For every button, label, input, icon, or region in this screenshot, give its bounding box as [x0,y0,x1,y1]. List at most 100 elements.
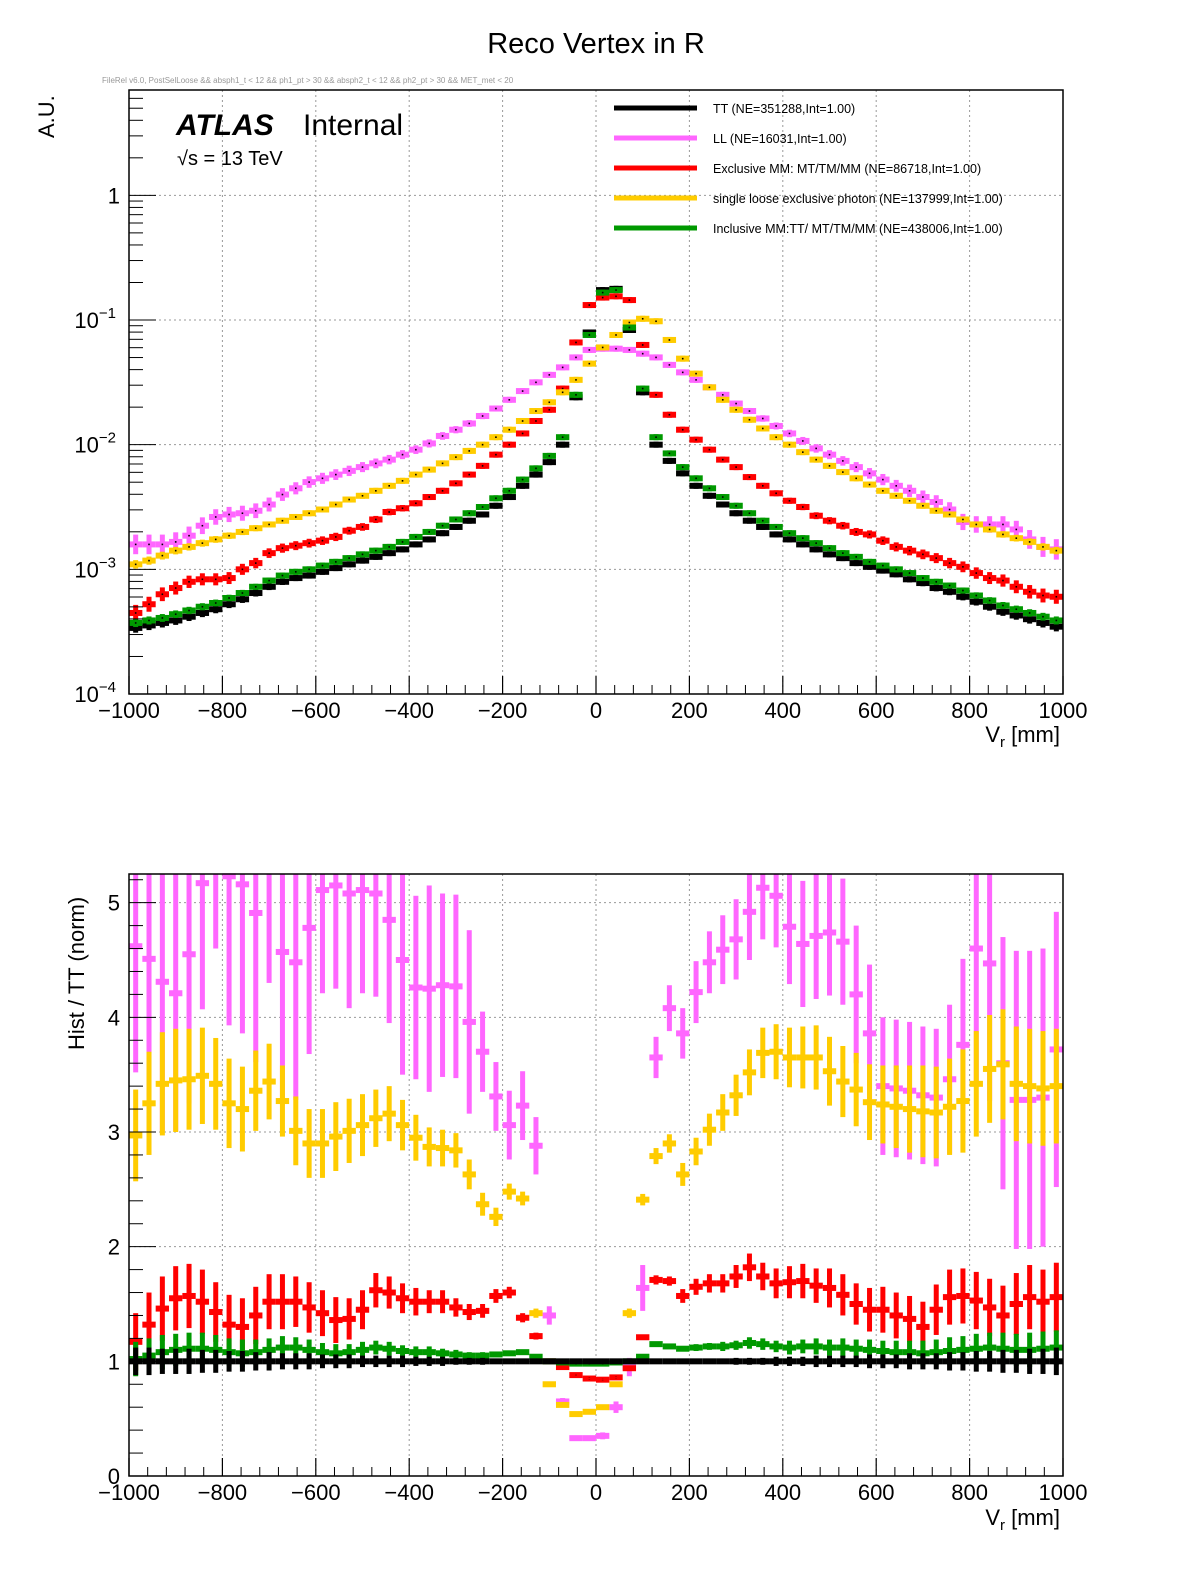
ratio-error-bar [573,1412,579,1416]
ratio-error-bar [1053,1262,1059,1332]
data-point-marker [948,584,951,587]
ratio-error-bar [640,1360,646,1362]
data-point-marker [908,572,911,574]
ratio-error-bar [706,1274,712,1293]
ratio-error-bar [159,1032,165,1136]
data-point-marker [241,531,244,533]
data-point-marker [201,542,204,544]
ratio-error-bar [346,1354,352,1369]
ratio-error-bar [226,1058,232,1149]
ratio-error-bar [226,1351,232,1372]
ratio-error-bar [400,1099,406,1151]
y-tick-label: 5 [108,891,120,916]
data-point-marker [988,577,991,579]
data-point-marker [922,582,924,584]
ratio-error-bar [146,1292,152,1357]
data-point-marker [401,548,404,551]
ratio-error-bar [146,1051,152,1155]
ratio-error-bar [573,1374,579,1376]
ratio-error-bar [706,931,712,994]
data-point-marker [535,420,537,422]
ratio-error-bar [520,1071,526,1141]
data-point-marker [935,501,938,503]
ratio-error-bar [466,1159,472,1190]
ratio-error-bar [266,1352,272,1371]
ratio-error-bar [960,1352,966,1371]
ratio-error-bar [706,1342,712,1350]
data-point-marker [988,605,991,608]
ratio-error-bar [266,1043,272,1120]
ratio-error-bar [600,1379,606,1381]
ratio-error-bar [840,1338,846,1357]
x-tick-label: −600 [291,698,341,723]
ratio-error-bar [800,880,806,1008]
data-point-marker [775,526,777,528]
data-point-marker [1042,594,1044,597]
data-point-marker [935,587,938,589]
ratio-error-bar [333,1344,339,1363]
data-point-marker [375,490,377,492]
data-point-marker [241,592,244,594]
data-point-marker [695,379,697,381]
ratio-error-bar [413,1287,419,1316]
data-point-marker [468,450,471,452]
ratio-error-bar [653,1341,659,1347]
data-point-marker [201,605,204,608]
ratio-error-bar [279,1336,285,1360]
ratio-error-bar [773,1340,779,1353]
data-point-marker [761,526,764,528]
ratio-error-bar [893,1340,899,1364]
ratio-error-bar [907,1295,913,1342]
data-point-marker [228,513,230,516]
data-point-marker [401,453,404,456]
ratio-error-bar [666,1276,672,1286]
ratio-error-bar [933,1066,939,1159]
data-point-marker [761,519,764,522]
data-point-marker [668,339,671,341]
ratio-error-bar [480,1357,486,1365]
ratio-error-bar [533,1332,539,1340]
data-point-marker [948,562,951,564]
data-point-marker [868,472,871,475]
data-point-marker [721,398,724,401]
y-tick-exponent: −4 [99,679,116,696]
data-point-marker [868,561,871,563]
x-tick-label: 1000 [1039,1480,1088,1505]
ratio-error-bar [720,1274,726,1293]
data-point-marker [855,562,857,564]
ratio-error-bar [786,1340,792,1355]
x-tick-label: −400 [384,698,434,723]
data-point-marker [361,553,364,556]
ratio-error-bar [186,874,192,1104]
ratio-error-bar [386,874,392,1024]
ratio-error-bar [1027,1348,1033,1374]
data-point-marker [268,585,270,588]
data-point-marker [548,455,551,457]
ratio-error-bar [186,1028,192,1130]
y-tick-label: 4 [108,1005,120,1030]
data-point-marker [615,289,617,291]
data-point-marker [281,574,284,577]
x-tick-label: −200 [478,1480,528,1505]
ratio-error-bar [933,1353,939,1370]
ratio-error-bar [440,1356,446,1366]
ratio-error-bar [853,925,859,1064]
data-point-marker [655,436,657,438]
ratio-error-bar [600,1432,606,1440]
ratio-error-bar [346,1298,352,1340]
ratio-error-bar [733,899,739,980]
data-point-marker [975,600,978,603]
data-point-marker [508,398,511,401]
data-point-marker [468,473,471,476]
x-tick-label: −1000 [98,698,160,723]
ratio-error-bar [666,1134,672,1153]
data-point-marker [134,563,137,566]
data-point-marker [641,387,644,390]
ratio-error-bar [907,1065,913,1153]
ratio-error-bar [279,1274,285,1330]
ratio-error-bar [813,1355,819,1368]
ratio-error-bar [560,1365,566,1369]
data-point-marker [481,465,484,467]
data-point-marker [748,512,751,515]
